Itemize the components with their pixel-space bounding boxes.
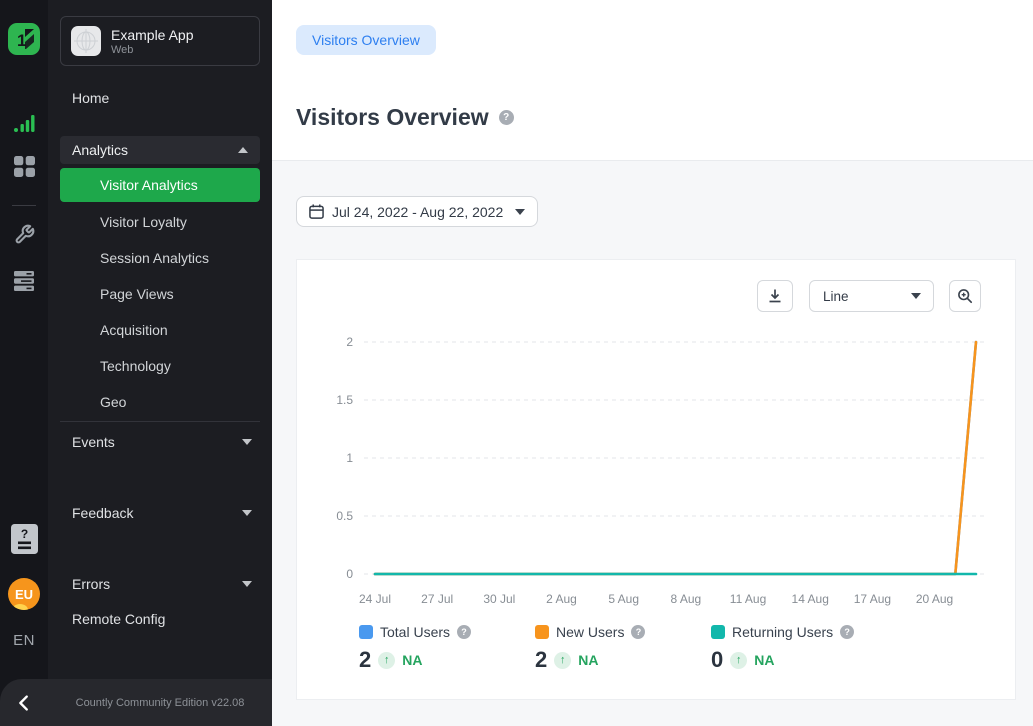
avatar-initials: EU xyxy=(14,586,34,602)
version-text: Countly Community Edition v22.08 xyxy=(75,696,245,709)
svg-text:0: 0 xyxy=(346,567,353,581)
apps-grid-icon[interactable] xyxy=(0,156,48,177)
trend-up-icon: ↑ xyxy=(378,651,396,669)
caret-down-icon xyxy=(242,581,252,587)
legend-toggle-total-users[interactable]: Total Users ? xyxy=(359,624,472,640)
sidebar: Example App Web Home Analytics Visitor A… xyxy=(48,0,272,726)
help-icon[interactable]: ? xyxy=(498,110,514,125)
svg-text:1: 1 xyxy=(17,31,26,50)
chevron-left-icon xyxy=(19,694,28,711)
caret-down-icon xyxy=(515,208,526,215)
app-type: Web xyxy=(111,43,134,56)
caret-up-icon xyxy=(238,147,248,153)
sidebar-item-acquisition[interactable]: Acquisition xyxy=(100,322,168,338)
sidebar-item-geo[interactable]: Geo xyxy=(100,394,127,410)
calendar-icon xyxy=(309,204,324,219)
svg-text:2 Aug: 2 Aug xyxy=(546,592,577,606)
svg-text:24 Jul: 24 Jul xyxy=(359,592,391,606)
new-users-value: 2 xyxy=(535,647,548,672)
user-avatar[interactable]: EU xyxy=(0,578,48,610)
legend-new-users: New Users ? 2 ↑ NA xyxy=(535,624,646,673)
download-icon xyxy=(769,289,781,303)
sidebar-item-page-views[interactable]: Page Views xyxy=(100,286,174,302)
sidebar-item-technology[interactable]: Technology xyxy=(100,358,171,374)
sidebar-footer: Countly Community Edition v22.08 xyxy=(0,679,272,726)
app-selector[interactable]: Example App Web xyxy=(60,16,260,66)
returning-users-value: 0 xyxy=(711,647,724,672)
analytics-bar-chart-icon[interactable] xyxy=(0,112,48,134)
legend-returning-users: Returning Users ? 0 ↑ NA xyxy=(711,624,855,673)
data-manager-server-icon[interactable] xyxy=(0,270,48,292)
app-icon xyxy=(71,26,101,56)
sidebar-section-errors[interactable]: Errors xyxy=(48,570,272,598)
svg-text:30 Jul: 30 Jul xyxy=(483,592,515,606)
returning-users-swatch xyxy=(711,625,725,639)
trend-up-icon: ↑ xyxy=(554,651,572,669)
chart-type-value: Line xyxy=(823,288,849,304)
sidebar-item-visitor-loyalty[interactable]: Visitor Loyalty xyxy=(100,214,187,230)
svg-text:5 Aug: 5 Aug xyxy=(608,592,639,606)
sidebar-item-remote-config[interactable]: Remote Config xyxy=(72,611,166,627)
legend-toggle-returning-users[interactable]: Returning Users ? xyxy=(711,624,855,640)
caret-down-icon xyxy=(911,293,921,299)
date-range-picker[interactable]: Jul 24, 2022 - Aug 22, 2022 xyxy=(296,196,539,227)
svg-text:?: ? xyxy=(20,527,27,541)
svg-text:14 Aug: 14 Aug xyxy=(792,592,829,606)
total-users-change: NA xyxy=(402,652,423,668)
svg-text:27 Jul: 27 Jul xyxy=(421,592,453,606)
date-range-value: Jul 24, 2022 - Aug 22, 2022 xyxy=(332,203,504,220)
new-users-swatch xyxy=(535,625,549,639)
main-content: Visitors Overview Visitors Overview ? Ju… xyxy=(272,0,1033,726)
chart-type-select[interactable]: Line xyxy=(809,280,934,312)
caret-down-icon xyxy=(242,439,252,445)
svg-text:2: 2 xyxy=(346,335,353,349)
svg-text:11 Aug: 11 Aug xyxy=(730,592,766,606)
page-header: Visitors Overview Visitors Overview ? xyxy=(272,0,1033,161)
feedback-survey-icon[interactable]: ? xyxy=(0,524,48,554)
line-chart: 0 0.5 1 1.5 2 24 Jul 27 Jul 30 Jul 2 Aug 5 Aug 8 A… xyxy=(297,320,1017,620)
sidebar-item-home[interactable]: Home xyxy=(72,90,110,106)
total-users-value: 2 xyxy=(359,647,372,672)
management-wrench-icon[interactable] xyxy=(0,224,48,245)
zoom-chart-button[interactable] xyxy=(949,280,981,312)
app-name: Example App xyxy=(111,26,194,43)
help-icon[interactable]: ? xyxy=(631,625,646,639)
svg-text:17 Aug: 17 Aug xyxy=(854,592,891,606)
magnifier-plus-icon xyxy=(958,289,973,304)
sidebar-item-session-analytics[interactable]: Session Analytics xyxy=(100,250,209,266)
total-users-swatch xyxy=(359,625,373,639)
collapse-sidebar-button[interactable] xyxy=(0,692,48,714)
page-title: Visitors Overview ? xyxy=(296,104,514,131)
icon-rail: 1 xyxy=(0,0,48,726)
page-body: Jul 24, 2022 - Aug 22, 2022 Line xyxy=(272,161,1033,726)
svg-text:0.5: 0.5 xyxy=(336,509,353,523)
trend-up-icon: ↑ xyxy=(730,651,748,669)
svg-text:8 Aug: 8 Aug xyxy=(671,592,702,606)
download-chart-button[interactable] xyxy=(757,280,793,312)
tab-visitors-overview[interactable]: Visitors Overview xyxy=(296,25,436,55)
svg-text:1.5: 1.5 xyxy=(336,393,353,407)
visitors-chart-card: Line 0 0.5 1 1.5 2 24 Jul 27 Jul 30 Jul 2 Aug 5 A… xyxy=(296,259,1016,700)
rail-divider xyxy=(12,205,36,206)
new-users-change: NA xyxy=(578,652,599,668)
sidebar-section-analytics[interactable]: Analytics xyxy=(60,136,260,164)
language-selector[interactable]: EN xyxy=(13,632,35,649)
sidebar-section-events[interactable]: Events xyxy=(48,428,272,456)
caret-down-icon xyxy=(242,510,252,516)
sidebar-section-feedback[interactable]: Feedback xyxy=(48,499,272,527)
legend-toggle-new-users[interactable]: New Users ? xyxy=(535,624,646,640)
countly-logo-icon: 1 xyxy=(0,22,48,56)
svg-text:20 Aug: 20 Aug xyxy=(916,592,953,606)
sidebar-divider xyxy=(60,421,260,422)
help-icon[interactable]: ? xyxy=(840,625,855,639)
returning-users-change: NA xyxy=(754,652,775,668)
help-icon[interactable]: ? xyxy=(457,625,472,639)
sidebar-item-visitor-analytics[interactable]: Visitor Analytics xyxy=(60,168,260,202)
legend-total-users: Total Users ? 2 ↑ NA xyxy=(359,624,472,673)
svg-text:1: 1 xyxy=(346,451,353,465)
